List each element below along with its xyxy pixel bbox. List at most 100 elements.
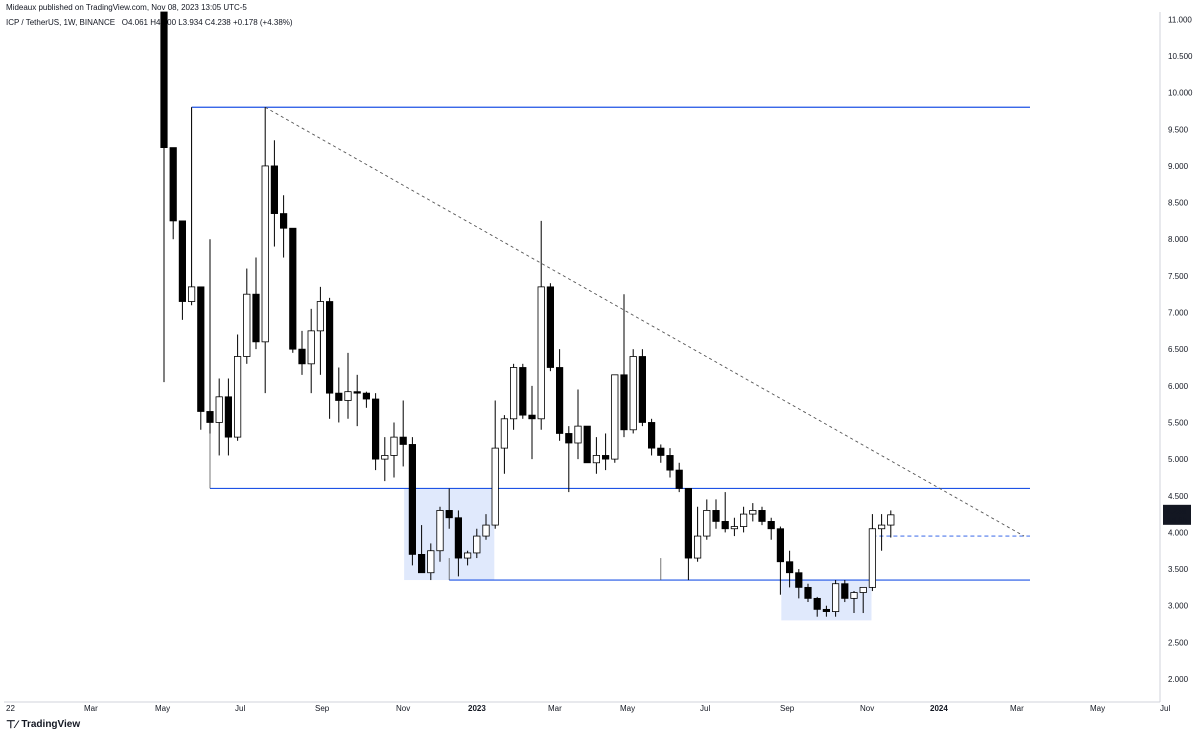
- candle-29[interactable]: [417, 525, 426, 574]
- symbol-name[interactable]: ICP / TetherUS, 1W, BINANCE: [6, 18, 116, 27]
- candle-59[interactable]: [694, 506, 702, 562]
- candle-70[interactable]: [795, 569, 803, 599]
- candle-65[interactable]: [749, 503, 757, 522]
- candle-60[interactable]: [703, 499, 711, 540]
- candle-56[interactable]: [666, 448, 674, 478]
- candle-45[interactable]: [565, 426, 573, 493]
- candle-62[interactable]: [721, 492, 729, 533]
- candle-body: [813, 597, 821, 610]
- candle-body: [187, 286, 196, 302]
- candle-16[interactable]: [298, 330, 306, 375]
- candle-body: [417, 554, 426, 574]
- candle-7[interactable]: [215, 378, 223, 456]
- candle-33[interactable]: [454, 510, 463, 577]
- candle-63[interactable]: [730, 517, 739, 537]
- candle-77[interactable]: [859, 586, 867, 614]
- candle-72[interactable]: [813, 596, 821, 617]
- candle-5[interactable]: [197, 286, 205, 430]
- candle-21[interactable]: [344, 352, 352, 419]
- candle-55[interactable]: [657, 444, 665, 463]
- candle-44[interactable]: [556, 349, 564, 441]
- candle-24[interactable]: [371, 393, 380, 471]
- candle-1[interactable]: [160, 11, 168, 383]
- candle-17[interactable]: [307, 308, 315, 394]
- candle-body: [160, 11, 168, 149]
- candle-39[interactable]: [509, 363, 518, 430]
- candle-61[interactable]: [712, 499, 720, 529]
- candle-67[interactable]: [767, 517, 775, 540]
- candle-body: [638, 356, 647, 423]
- candle-53[interactable]: [638, 349, 647, 427]
- candle-57[interactable]: [675, 462, 683, 493]
- candle-13[interactable]: [270, 140, 279, 247]
- candle-body: [491, 447, 499, 526]
- candle-3[interactable]: [178, 220, 186, 320]
- candle-54[interactable]: [648, 418, 656, 456]
- candle-2[interactable]: [169, 147, 177, 240]
- candle-51[interactable]: [620, 294, 628, 438]
- candle-47[interactable]: [583, 425, 591, 464]
- candle-41[interactable]: [528, 385, 536, 460]
- candle-11[interactable]: [252, 257, 260, 350]
- candle-body: [712, 510, 720, 522]
- candle-36[interactable]: [482, 514, 490, 540]
- candle-19[interactable]: [325, 297, 334, 419]
- candle-71[interactable]: [804, 583, 812, 603]
- candle-79[interactable]: [878, 514, 886, 551]
- candle-73[interactable]: [822, 605, 831, 617]
- candle-25[interactable]: [381, 437, 389, 482]
- candle-32[interactable]: [445, 488, 453, 529]
- candle-body: [841, 583, 849, 599]
- candle-20[interactable]: [335, 367, 343, 423]
- candle-37[interactable]: [491, 400, 499, 529]
- candle-40[interactable]: [519, 363, 527, 419]
- tradingview-logo-icon[interactable]: ⊤⁄: [6, 719, 18, 731]
- publisher-line: Mideaux published on TradingView.com, No…: [6, 3, 247, 12]
- candle-68[interactable]: [776, 526, 785, 595]
- candle-body: [859, 586, 867, 593]
- candle-30[interactable]: [427, 543, 435, 581]
- candle-46[interactable]: [574, 389, 582, 460]
- candle-76[interactable]: [850, 591, 858, 614]
- candle-66[interactable]: [758, 506, 766, 526]
- candle-23[interactable]: [362, 391, 371, 408]
- candle-8[interactable]: [224, 378, 232, 456]
- candle-14[interactable]: [279, 195, 288, 258]
- candle-body: [482, 524, 490, 537]
- candle-31[interactable]: [436, 506, 444, 562]
- bar-countdown: 4d 6h: [1167, 516, 1187, 525]
- candle-27[interactable]: [399, 400, 407, 467]
- candle-64[interactable]: [740, 506, 748, 533]
- candle-42[interactable]: [537, 220, 545, 430]
- candle-6[interactable]: [206, 239, 214, 434]
- candle-body: [335, 392, 343, 401]
- candle-43[interactable]: [546, 283, 555, 372]
- candle-38[interactable]: [500, 415, 509, 474]
- descending-trendline[interactable]: [264, 106, 1025, 537]
- candle-22[interactable]: [353, 374, 361, 427]
- candle-80[interactable]: [887, 510, 895, 538]
- candle-50[interactable]: [611, 374, 619, 463]
- candle-69[interactable]: [786, 550, 794, 588]
- candle-15[interactable]: [289, 227, 297, 353]
- candle-9[interactable]: [233, 334, 242, 441]
- candle-34[interactable]: [463, 550, 472, 566]
- candle-58[interactable]: [684, 488, 693, 581]
- candle-12[interactable]: [261, 107, 269, 394]
- candle-26[interactable]: [390, 422, 398, 478]
- candle-78[interactable]: [868, 514, 877, 592]
- candle-48[interactable]: [592, 437, 601, 474]
- candle-49[interactable]: [602, 433, 610, 471]
- tradingview-logo-text[interactable]: TradingView: [21, 719, 81, 730]
- candle-10[interactable]: [243, 268, 251, 364]
- candle-4[interactable]: [187, 107, 196, 306]
- candle-28[interactable]: [408, 437, 417, 566]
- candle-body: [279, 213, 288, 229]
- candle-75[interactable]: [841, 580, 849, 603]
- candle-35[interactable]: [473, 528, 481, 559]
- candle-52[interactable]: [629, 349, 637, 434]
- price-tick-label: 8.000: [1168, 235, 1189, 244]
- candle-18[interactable]: [316, 286, 325, 375]
- candle-74[interactable]: [832, 580, 840, 617]
